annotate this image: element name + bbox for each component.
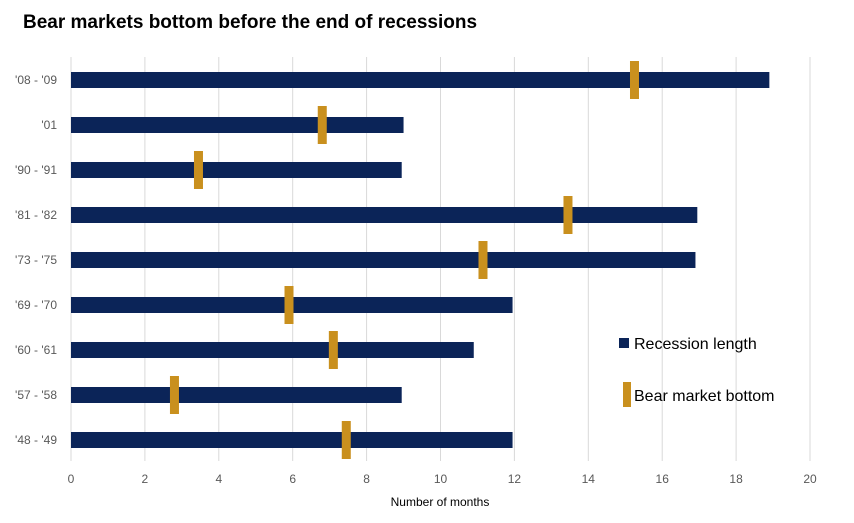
x-tick-label: 8 [363,472,370,486]
bear-market-marker [169,376,179,414]
bear-market-marker [193,151,203,189]
recession-bar [71,207,698,223]
category-labels: '08 - '09 '01 '90 - '91 '81 - '82 '73 - '75 '… [15,73,57,447]
recession-bar [71,387,402,403]
category-label: '60 - '61 [15,343,57,357]
x-tick-label: 0 [68,472,75,486]
bear-market-marker [284,286,294,324]
x-tick-label: 6 [289,472,296,486]
bear-market-marker [478,241,488,279]
recession-bar [71,117,404,133]
chart-title: Bear markets bottom before the end of re… [23,12,478,33]
category-label: '57 - '58 [15,388,57,402]
category-label: '48 - '49 [15,433,57,447]
x-tick-label: 4 [215,472,222,486]
x-axis-title: Number of months [391,495,490,509]
x-tick-label: 10 [434,472,448,486]
bear-market-marker [341,421,351,459]
x-tick-label: 2 [142,472,149,486]
bear-market-marker [317,106,327,144]
legend-bear-market-swatch [623,382,631,407]
recession-bar [71,342,474,358]
category-label: '08 - '09 [15,73,57,87]
recession-bar [71,72,770,88]
legend-recession-swatch [619,338,629,348]
legend-recession-label: Recession length [634,336,757,353]
recession-bars [71,72,770,448]
category-label: '90 - '91 [15,163,57,177]
bear-market-marker [328,331,338,369]
x-tick-label: 12 [508,472,522,486]
category-label: '73 - '75 [15,253,57,267]
legend-bear-market-label: Bear market bottom [634,388,775,405]
x-tick-label: 20 [803,472,817,486]
bear-market-marker [563,196,573,234]
x-tick-label: 16 [656,472,670,486]
category-label: '69 - '70 [15,298,57,312]
x-tick-labels: 0 2 4 6 8 10 12 14 16 18 20 [68,472,817,486]
category-label: '81 - '82 [15,208,57,222]
recession-bar [71,162,402,178]
bear-market-marker [629,61,639,99]
category-label: '01 [41,118,57,132]
legend: Recession length Bear market bottom [619,336,775,407]
bear-market-markers [169,61,639,459]
recession-bar [71,432,513,448]
x-tick-label: 14 [582,472,596,486]
recession-bar [71,252,696,268]
x-tick-label: 18 [729,472,743,486]
